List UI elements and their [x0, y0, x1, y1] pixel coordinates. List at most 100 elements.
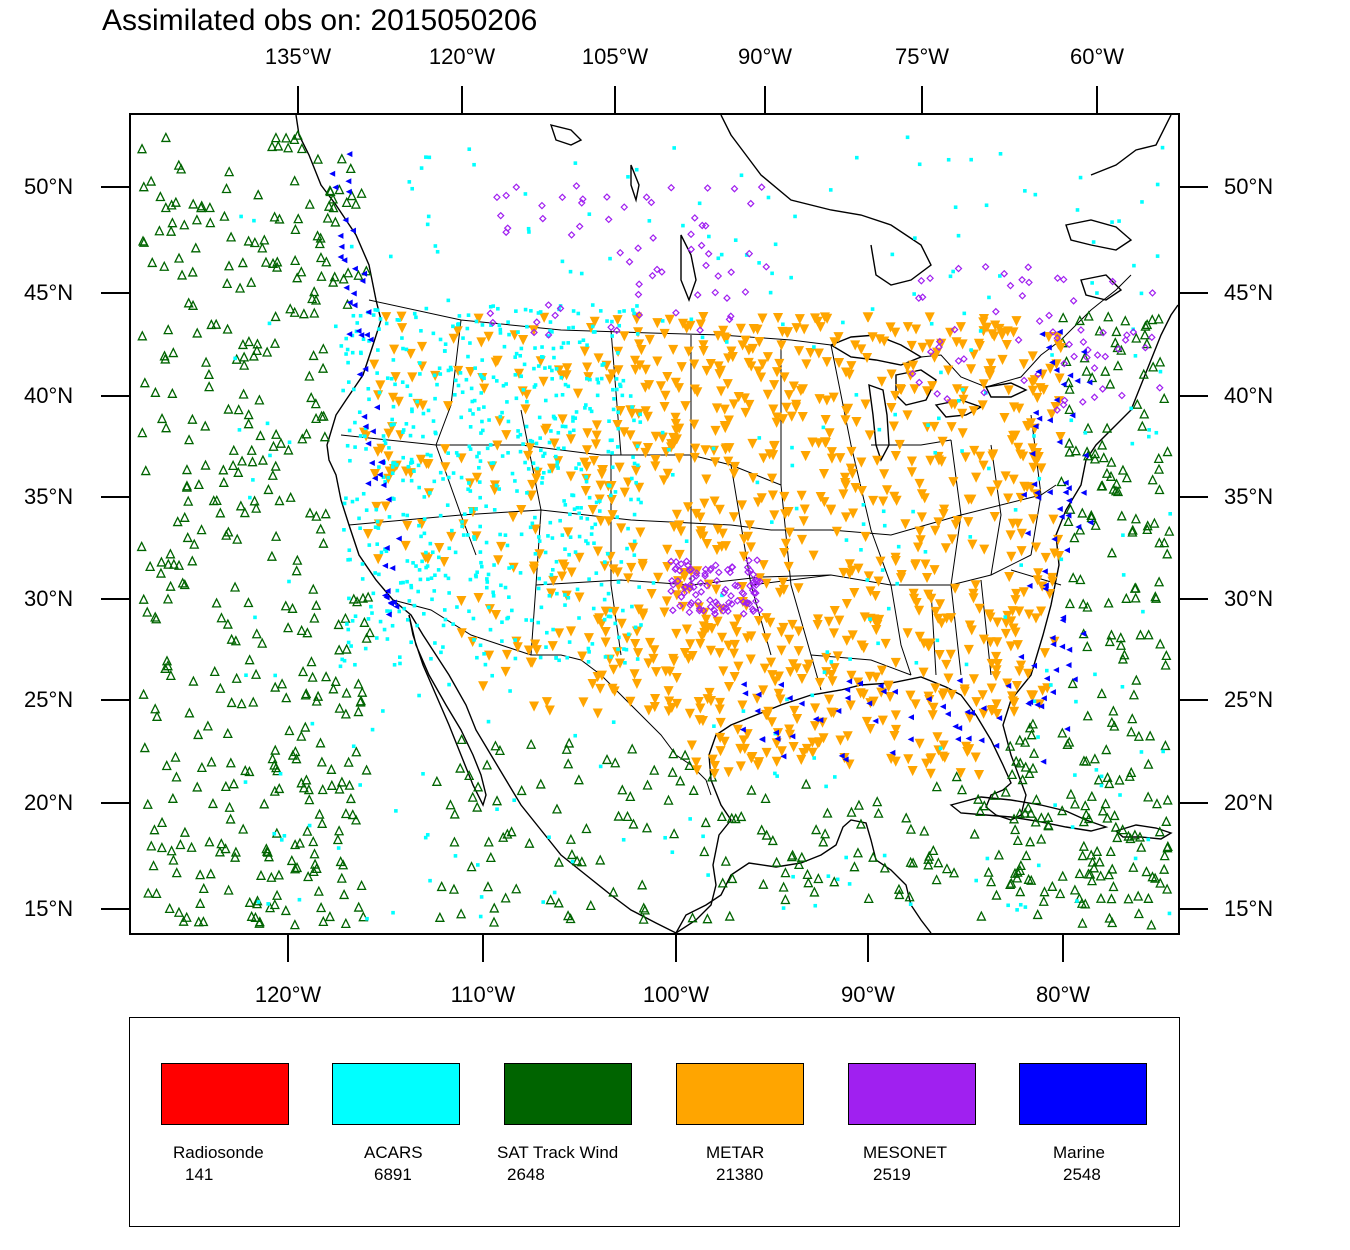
mesonet-marker [918, 293, 927, 302]
acars-marker [367, 339, 371, 343]
metar-marker [849, 587, 860, 599]
sat-wind-marker [1089, 862, 1100, 873]
acars-marker [412, 603, 417, 608]
sat-wind-marker [1105, 470, 1117, 481]
acars-marker [239, 214, 243, 219]
sat-wind-marker [173, 252, 185, 263]
acars-marker [599, 376, 604, 381]
acars-marker [475, 454, 479, 459]
mesonet-marker [486, 309, 495, 318]
acars-marker [1050, 353, 1054, 357]
sat-wind-marker [1141, 866, 1152, 877]
acars-marker [425, 222, 430, 227]
mesonet-marker [538, 201, 546, 210]
sat-wind-marker [1011, 755, 1022, 766]
mesonet-marker [697, 241, 706, 250]
acars-marker [552, 890, 557, 895]
sat-wind-marker [1036, 833, 1047, 844]
acars-marker [405, 559, 410, 563]
acars-marker [486, 605, 491, 610]
mesonet-marker [1070, 352, 1078, 361]
acars-marker [392, 663, 397, 667]
metar-marker [831, 526, 842, 537]
metar-marker [1013, 442, 1024, 453]
acars-marker [518, 449, 523, 454]
acars-marker [338, 664, 343, 669]
metar-marker [496, 541, 507, 552]
marine-marker [1005, 682, 1012, 689]
acars-marker [536, 620, 541, 625]
acars-marker [518, 571, 523, 575]
acars-marker [478, 495, 482, 500]
sat-wind-marker [1133, 890, 1144, 901]
metar-marker [726, 346, 737, 357]
acars-marker [612, 397, 616, 401]
sat-wind-marker [802, 868, 813, 880]
metar-marker [845, 700, 856, 711]
metar-marker [456, 596, 467, 607]
metar-marker [856, 457, 867, 468]
marine-marker [844, 694, 851, 701]
acars-marker [1154, 430, 1159, 435]
sat-wind-marker [931, 874, 942, 885]
acars-marker [998, 151, 1003, 156]
acars-marker [447, 591, 451, 595]
acars-marker [423, 835, 428, 840]
acars-marker [426, 408, 431, 413]
sat-wind-marker [1135, 629, 1146, 640]
sat-wind-marker [283, 142, 294, 153]
sat-wind-marker [270, 744, 281, 755]
acars-marker [560, 259, 565, 264]
marine-marker [395, 535, 402, 542]
tick-mark [461, 86, 463, 113]
tick-mark [101, 802, 129, 804]
sat-wind-marker [761, 829, 772, 840]
sat-wind-marker [1057, 805, 1068, 816]
sat-wind-marker [545, 894, 556, 905]
sat-wind-marker [244, 654, 255, 665]
acars-marker [391, 404, 396, 409]
sat-wind-marker [1089, 453, 1100, 464]
sat-wind-marker [780, 894, 791, 905]
metar-marker [865, 724, 876, 735]
acars-marker [946, 157, 951, 162]
sat-wind-marker [853, 799, 864, 810]
metar-marker [964, 620, 975, 631]
metar-marker [634, 339, 645, 350]
acars-marker [587, 495, 592, 500]
acars-marker [566, 384, 571, 389]
sat-wind-marker [275, 437, 287, 448]
sat-wind-marker [976, 910, 987, 921]
metar-marker [1016, 546, 1027, 557]
sat-wind-marker [211, 318, 222, 329]
acars-marker [479, 560, 483, 565]
marine-marker [880, 688, 887, 695]
acars-marker [248, 495, 252, 500]
acars-marker [628, 394, 633, 398]
marine-marker [742, 690, 749, 697]
sat-wind-marker [168, 854, 179, 865]
marine-marker [1075, 523, 1082, 530]
mesonet-marker [733, 582, 742, 590]
sat-wind-marker [969, 828, 980, 839]
sat-wind-marker [228, 459, 239, 471]
sat-wind-marker [322, 212, 333, 223]
mesonet-marker [1098, 385, 1107, 393]
metar-marker [761, 578, 772, 589]
tick-mark [1180, 908, 1208, 910]
acars-marker [1129, 406, 1133, 411]
metar-marker [805, 347, 816, 359]
acars-marker [351, 744, 356, 749]
acars-marker [608, 608, 613, 613]
marine-marker [925, 696, 932, 703]
metar-marker [633, 327, 644, 338]
metar-marker [541, 697, 552, 708]
sat-wind-marker [793, 858, 805, 870]
metar-marker [783, 390, 795, 401]
sat-wind-marker [223, 260, 235, 271]
sat-wind-marker [183, 495, 194, 506]
acars-marker [577, 462, 581, 466]
sat-wind-marker [1070, 445, 1081, 456]
acars-marker [626, 175, 630, 179]
sat-wind-marker [181, 481, 192, 492]
